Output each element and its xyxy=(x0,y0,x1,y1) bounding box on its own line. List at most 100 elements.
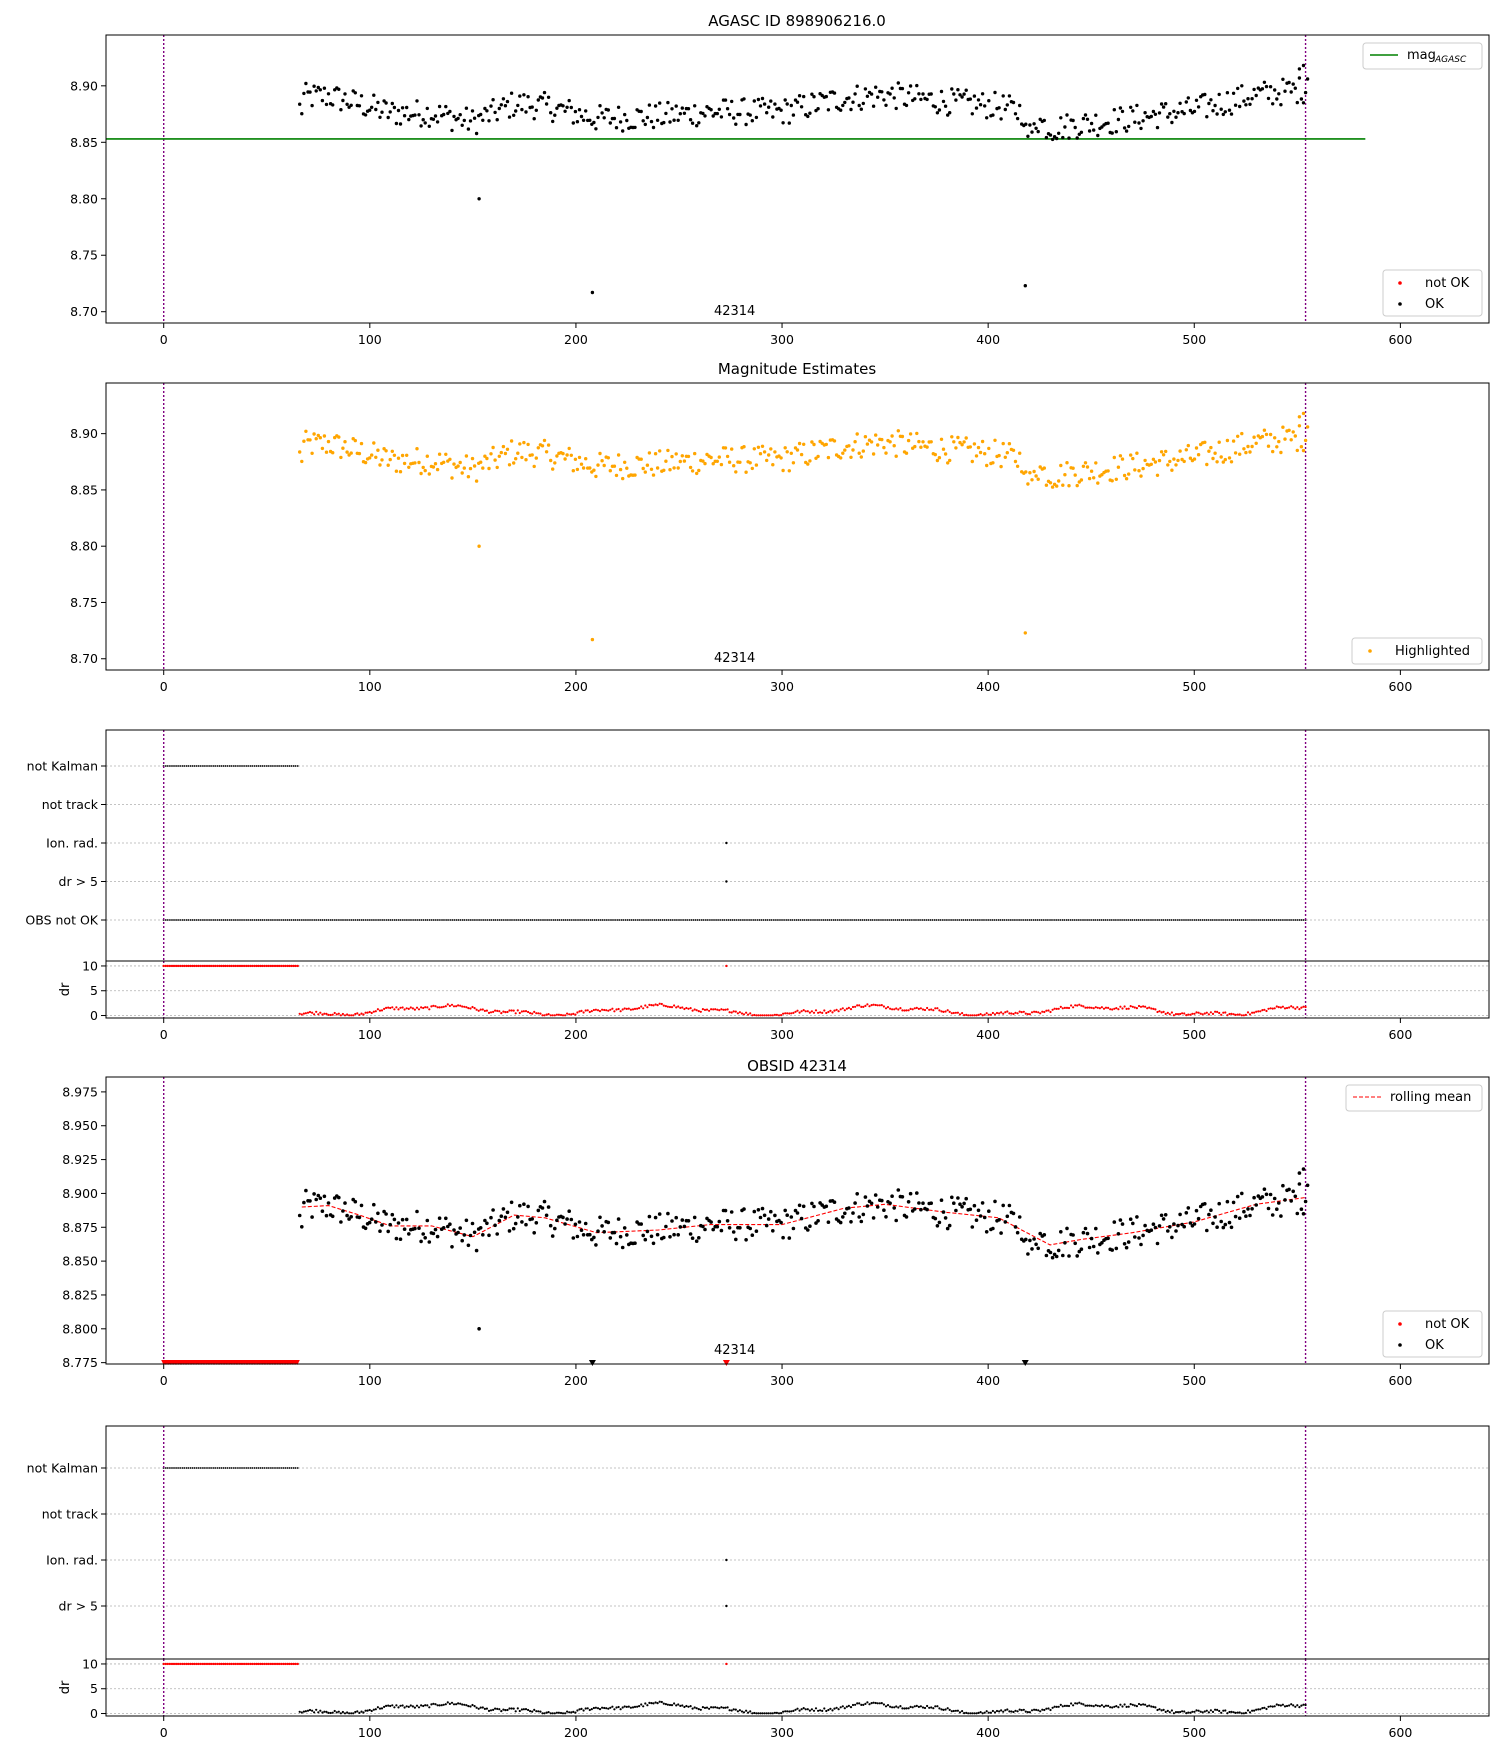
obsid-point xyxy=(374,1220,378,1224)
agasc-point xyxy=(419,124,423,128)
flags1-flag-point xyxy=(237,765,239,767)
obsid-point xyxy=(781,1235,785,1240)
agasc-point xyxy=(1127,124,1131,129)
flags2-dr-point xyxy=(346,1711,349,1714)
flags1-dr-clipped xyxy=(207,964,211,968)
obsid-point xyxy=(398,1237,403,1241)
flags1-dr-point xyxy=(819,1011,822,1014)
obsid-point xyxy=(668,1235,672,1239)
estimates-legend-label: Highlighted xyxy=(1395,644,1470,659)
obsid-point xyxy=(555,1218,559,1223)
flags2-dr-clipped xyxy=(725,1662,728,1666)
obsid-point xyxy=(1003,1220,1008,1224)
flags1-dr-point xyxy=(1259,1010,1262,1013)
obsid-point xyxy=(900,1195,905,1199)
flags2-dr-point xyxy=(481,1706,484,1709)
estimates-point xyxy=(1085,465,1090,469)
flags2-dr-point xyxy=(1049,1708,1052,1712)
agasc-point xyxy=(470,109,475,113)
flags2-dr-point xyxy=(395,1704,398,1707)
agasc-point xyxy=(676,118,680,123)
flags1-dr-point xyxy=(1094,1006,1097,1009)
flags1-dr-point xyxy=(1261,1009,1264,1012)
obsid-point xyxy=(954,1208,958,1213)
agasc-xtick-label: 200 xyxy=(564,332,588,347)
flags2-flag-point xyxy=(218,1467,221,1469)
obsid-point xyxy=(1192,1222,1197,1226)
estimates-point xyxy=(935,458,940,463)
estimates-point xyxy=(900,434,905,439)
flags1-dr-point xyxy=(479,1008,482,1011)
flags1-flag-point xyxy=(661,919,664,921)
flags1-flag-point xyxy=(356,919,359,921)
obsid-point xyxy=(567,1209,571,1213)
obsid-point xyxy=(1073,1241,1077,1246)
obsid-point xyxy=(349,1215,354,1219)
obsid-point xyxy=(423,1236,428,1240)
agasc-point xyxy=(452,114,456,119)
flags1-dr-clipped xyxy=(277,964,281,968)
agasc-point xyxy=(1168,112,1172,116)
flags1-flag-point xyxy=(779,919,781,921)
obsid-point xyxy=(1215,1225,1219,1229)
flags1-dr-point xyxy=(578,1010,581,1013)
agasc-point xyxy=(1203,92,1207,97)
estimates-point xyxy=(1203,440,1207,444)
obsid-point xyxy=(376,1211,380,1216)
obsid-point xyxy=(444,1216,448,1221)
agasc-point xyxy=(950,87,954,91)
flags1-flag-point xyxy=(531,919,534,921)
flags1-dr-point xyxy=(331,1013,334,1016)
agasc-point xyxy=(1170,120,1174,125)
flags1-dr-point xyxy=(1267,1007,1270,1010)
flags1-dr-point xyxy=(378,1009,382,1012)
estimates-point xyxy=(470,456,475,461)
agasc-point xyxy=(1240,84,1244,88)
agasc-point xyxy=(316,85,320,90)
flags2-dr-point xyxy=(677,1703,680,1706)
obsid-point xyxy=(1264,1192,1269,1197)
flags1-flag-point xyxy=(1108,919,1111,921)
agasc-point xyxy=(865,94,870,99)
estimates-point xyxy=(532,464,536,469)
flags2-dr-point xyxy=(1086,1704,1089,1707)
flags1-flag-point xyxy=(259,765,262,767)
flags1-dr-point xyxy=(691,1009,694,1012)
flags2-dr-point xyxy=(520,1708,524,1711)
flags2-dr-clipped xyxy=(224,1662,227,1666)
agasc-point xyxy=(1178,101,1182,106)
obsid-point xyxy=(394,1236,399,1241)
obsid-point xyxy=(915,1191,919,1195)
flags1-flag-point xyxy=(1098,919,1101,921)
flags2-dr-point xyxy=(368,1708,371,1712)
agasc-point xyxy=(948,111,952,115)
flags1-dr-point xyxy=(724,1008,727,1011)
flags1-dr-point xyxy=(1028,1013,1031,1016)
flags1-dr-point xyxy=(681,1006,684,1009)
estimates-point xyxy=(302,439,306,443)
agasc-point xyxy=(1015,116,1020,121)
flags1-dr-point xyxy=(518,1011,521,1015)
flags1-dr-point xyxy=(520,1010,524,1013)
flags2-dr-clipped xyxy=(273,1662,277,1666)
agasc-point xyxy=(1085,117,1090,122)
agasc-point xyxy=(357,104,362,108)
estimates-point xyxy=(797,441,802,446)
flags2-flag-point xyxy=(272,1467,274,1469)
flags1-flag-point xyxy=(663,919,666,921)
flags1-flag-point xyxy=(974,919,977,921)
obsid-point xyxy=(653,1215,658,1220)
flags1-dr-point xyxy=(1047,1009,1050,1012)
flags1-flag-point xyxy=(1286,919,1288,921)
agasc-point xyxy=(318,88,322,92)
estimates-point xyxy=(808,459,812,463)
flags2-dr-clipped xyxy=(247,1662,250,1666)
agasc-legend-notok-swatch xyxy=(1398,281,1402,285)
flags1-flag-point xyxy=(882,919,884,921)
obsid-point xyxy=(972,1203,977,1208)
flags1-flag-point xyxy=(294,919,297,921)
agasc-point xyxy=(1250,97,1254,101)
agasc-point xyxy=(1028,123,1032,127)
